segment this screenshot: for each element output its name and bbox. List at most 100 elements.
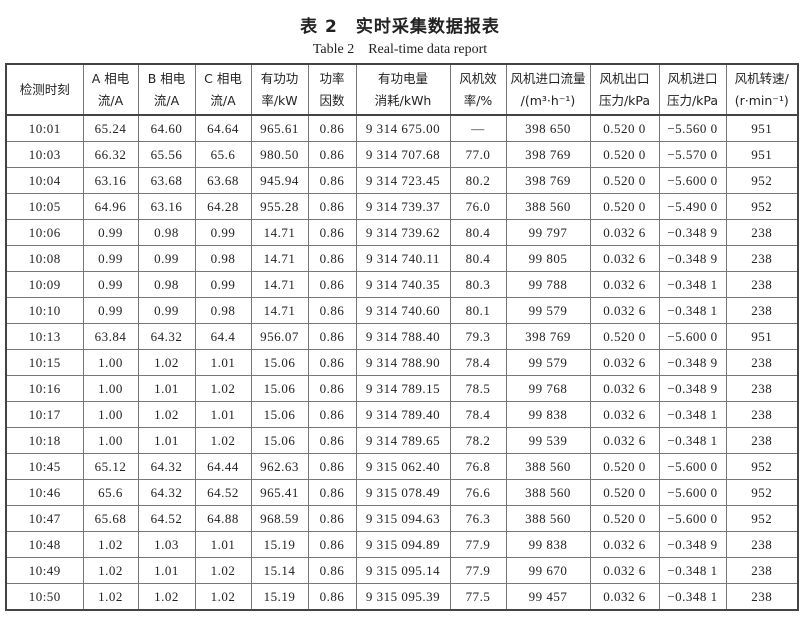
table-row: 10:10 0.99 0.99 0.98 14.71 0.86 9 314 740.60 80… (5, 297, 799, 324)
table-cell: 15.06 (250, 375, 309, 402)
table-cell: 955.28 (250, 193, 309, 220)
column-header: 有功功 率/kW (250, 63, 309, 116)
table-cell: 10:46 (5, 479, 84, 506)
table-cell: −5.600 0 (658, 479, 727, 506)
table-cell: 238 (725, 557, 799, 584)
table-cell: 980.50 (250, 141, 309, 168)
table-cell: 952 (725, 193, 799, 220)
table-cell: 1.02 (137, 583, 196, 611)
table-cell: 388 560 (505, 193, 591, 220)
table-cell: 965.41 (250, 479, 309, 506)
table-cell: 10:15 (5, 349, 84, 376)
table-cell: 0.032 6 (589, 427, 660, 454)
table-cell: 0.032 6 (589, 219, 660, 246)
table-cell: 65.24 (82, 114, 139, 142)
table-cell: −0.348 9 (658, 245, 727, 272)
table-cell: 10:10 (5, 297, 84, 324)
table-cell: 1.00 (82, 401, 139, 428)
table-cell: 238 (725, 375, 799, 402)
table-cell: 65.12 (82, 453, 139, 480)
table-cell: 15.06 (250, 401, 309, 428)
table-cell: 64.60 (137, 114, 196, 142)
table-cell: 9 314 740.60 (355, 297, 451, 324)
table-row: 10:18 1.00 1.01 1.02 15.06 0.86 9 314 789.65 78… (5, 427, 799, 454)
table-cell: 63.84 (82, 323, 139, 350)
table-cell: 0.86 (307, 531, 357, 558)
table-cell: 80.1 (449, 297, 507, 324)
table-cell: 65.6 (194, 141, 252, 168)
table-cell: 951 (725, 141, 799, 168)
table-cell: 9 314 675.00 (355, 114, 451, 142)
table-cell: 0.86 (307, 167, 357, 194)
table-cell: −0.348 9 (658, 219, 727, 246)
table-cell: 66.32 (82, 141, 139, 168)
table-cell: 10:08 (5, 245, 84, 272)
table-cell: 0.032 6 (589, 401, 660, 428)
table-cell: 0.520 0 (589, 323, 660, 350)
table-cell: 238 (725, 219, 799, 246)
column-header: A 相电 流/A (82, 63, 139, 116)
table-cell: 9 314 740.11 (355, 245, 451, 272)
table-cell: 77.9 (449, 531, 507, 558)
table-cell: 0.520 0 (589, 479, 660, 506)
table-cell: 65.68 (82, 505, 139, 532)
table-cell: 99 838 (505, 531, 591, 558)
table-cell: 238 (725, 427, 799, 454)
table-cell: 1.03 (137, 531, 196, 558)
table-cell: −5.600 0 (658, 167, 727, 194)
table-cell: 10:04 (5, 167, 84, 194)
table-cell: 78.4 (449, 401, 507, 428)
column-header: 风机效 率/% (449, 63, 507, 116)
table-cell: 15.06 (250, 349, 309, 376)
table-cell: 0.86 (307, 141, 357, 168)
table-cell: — (449, 114, 507, 142)
table-cell: 0.98 (137, 271, 196, 298)
table-cell: 63.68 (194, 167, 252, 194)
table-cell: 0.86 (307, 245, 357, 272)
table-row: 10:16 1.00 1.01 1.02 15.06 0.86 9 314 789.15 78… (5, 375, 799, 402)
table-cell: 0.86 (307, 271, 357, 298)
table-cell: 1.01 (137, 375, 196, 402)
table-cell: 64.32 (137, 323, 196, 350)
table-cell: 1.02 (194, 557, 252, 584)
column-header-line2: 消耗/kWh (374, 92, 432, 108)
table-cell: 99 670 (505, 557, 591, 584)
table-cell: −0.348 9 (658, 349, 727, 376)
table-cell: 0.99 (82, 297, 139, 324)
table-cell: 968.59 (250, 505, 309, 532)
table-cell: 77.5 (449, 583, 507, 611)
table-cell: 0.86 (307, 479, 357, 506)
table-cell: 388 560 (505, 453, 591, 480)
column-header: 有功电量 消耗/kWh (355, 63, 451, 116)
table-cell: 962.63 (250, 453, 309, 480)
table-cell: 10:09 (5, 271, 84, 298)
table-row: 10:13 63.84 64.32 64.4 956.07 0.86 9 314 788.4… (5, 323, 799, 350)
table-cell: 10:47 (5, 505, 84, 532)
table-cell: 1.01 (137, 557, 196, 584)
table-cell: 1.01 (194, 349, 252, 376)
table-cell: 0.032 6 (589, 583, 660, 611)
table-cell: 0.032 6 (589, 557, 660, 584)
table-cell: 9 314 789.15 (355, 375, 451, 402)
table-cell: −0.348 9 (658, 531, 727, 558)
table-cell: 0.86 (307, 557, 357, 584)
table-cell: 951 (725, 323, 799, 350)
table-cell: 0.86 (307, 349, 357, 376)
table-cell: 388 560 (505, 505, 591, 532)
table-cell: −5.600 0 (658, 323, 727, 350)
table-cell: 0.032 6 (589, 245, 660, 272)
table-cell: 0.86 (307, 583, 357, 611)
column-header-line1: B 相电 (147, 70, 186, 86)
table-cell: 398 650 (505, 114, 591, 142)
table-cell: 64.4 (194, 323, 252, 350)
table-cell: 10:45 (5, 453, 84, 480)
table-cell: 10:03 (5, 141, 84, 168)
table-cell: 1.01 (194, 531, 252, 558)
table-cell: 14.71 (250, 297, 309, 324)
column-header-line1: 检测时刻 (19, 81, 70, 97)
table-cell: 10:48 (5, 531, 84, 558)
table-cell: 99 838 (505, 401, 591, 428)
table-cell: 9 315 095.14 (355, 557, 451, 584)
table-cell: 80.4 (449, 219, 507, 246)
table-cell: 0.98 (194, 245, 252, 272)
